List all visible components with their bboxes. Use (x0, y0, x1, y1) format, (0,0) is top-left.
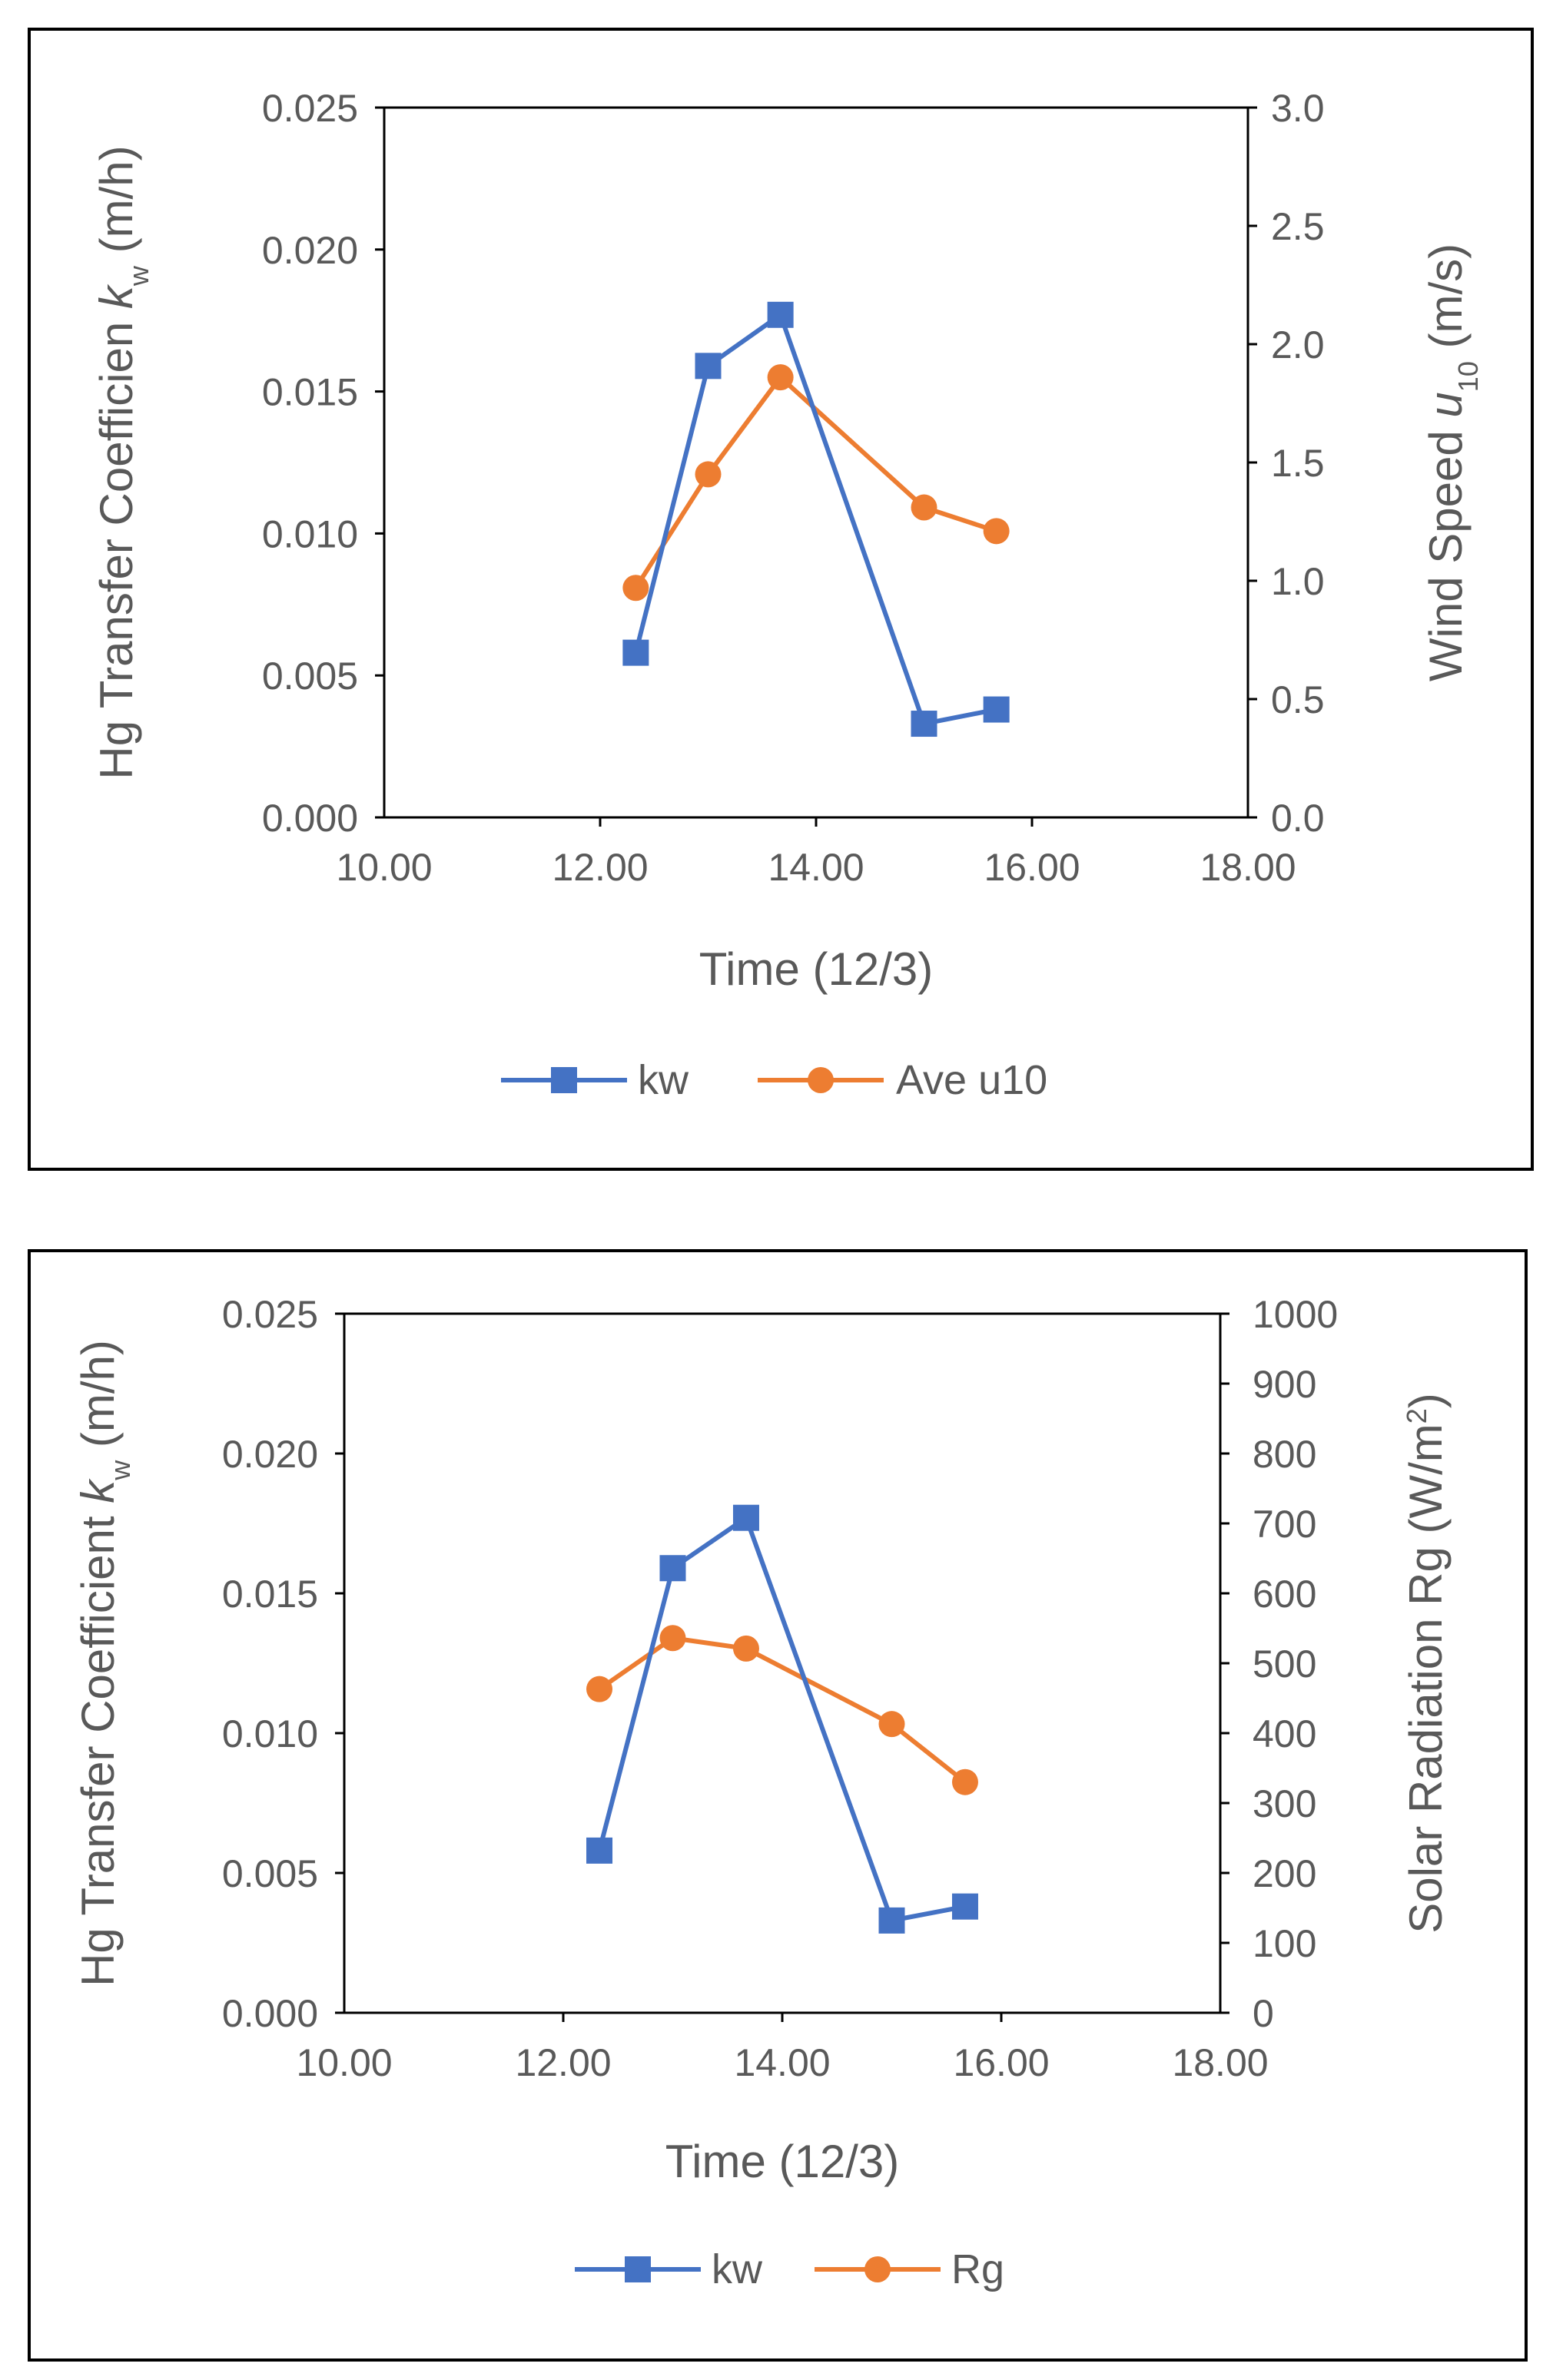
left-tick-label: 0.005 (222, 1852, 318, 1895)
legend-marker (625, 2256, 651, 2282)
right-tick-label: 200 (1253, 1852, 1316, 1895)
legend-label: Rg (951, 2246, 1004, 2292)
data-point-kw (767, 301, 794, 328)
plot-area (383, 106, 1249, 819)
x-axis-label: Time (12/3) (665, 2136, 900, 2187)
right-tick-label: 700 (1253, 1503, 1316, 1546)
series-kw (586, 1504, 978, 1934)
series-line-kw (633, 312, 997, 727)
left-tick-label: 0.010 (262, 512, 358, 555)
data-point-rg (586, 1676, 613, 1702)
left-axis-label: Hg Transfer Coefficien kw (m/h) (91, 145, 154, 779)
legend-marker (808, 1067, 834, 1093)
x-tick-label: 14.00 (768, 846, 864, 889)
right-tick-label: 600 (1253, 1573, 1316, 1616)
series-kw (622, 301, 1010, 738)
data-point-kw (878, 1907, 905, 1934)
right-tick-label: 2.5 (1271, 205, 1325, 248)
chart-panel-solar-radiation: 10.00 12.00 14.00 16.00 18.00 0.000 0.005 0.010… (28, 1249, 1528, 2362)
left-tick-label: 0.010 (222, 1712, 318, 1755)
left-tick-label: 0.000 (222, 1992, 318, 2035)
data-point-kw (659, 1555, 686, 1582)
x-tick-label: 16.00 (984, 846, 1080, 889)
x-tick-label: 12.00 (515, 2041, 611, 2084)
data-point-ave-u10 (911, 494, 937, 521)
right-tick-label: 0 (1253, 1992, 1274, 2035)
right-tick-label: 0.5 (1271, 678, 1325, 721)
legend-label: Ave u10 (896, 1057, 1047, 1103)
x-tick-label: 18.00 (1172, 2041, 1268, 2084)
legend-marker (551, 1067, 577, 1093)
plot-area (343, 1312, 1222, 2014)
right-tick-label: 300 (1253, 1782, 1316, 1825)
right-tick-label: 3.0 (1271, 87, 1325, 130)
legend-marker (864, 2256, 891, 2282)
right-tick-label: 100 (1253, 1922, 1316, 1965)
left-axis-label: Hg Transfer Coefficient kw (m/h) (72, 1340, 136, 1987)
right-tick-label: 800 (1253, 1433, 1316, 1476)
right-axis-label: Solar Radiation Rg (W/m2) (1400, 1393, 1452, 1934)
data-point-rg (951, 1768, 978, 1795)
data-point-rg (732, 1635, 759, 1662)
series-line-rg (598, 1636, 967, 1785)
left-tick-label: 0.005 (262, 655, 358, 698)
right-tick-label: 1000 (1253, 1293, 1338, 1336)
right-tick-label: 2.0 (1271, 323, 1325, 366)
series-line-ave-u10 (633, 375, 997, 589)
series-ave-u10 (622, 364, 1010, 602)
series-line-kw (597, 1515, 966, 1923)
data-point-kw (983, 696, 1010, 723)
data-point-ave-u10 (622, 575, 649, 602)
legend-label: kw (712, 2246, 763, 2292)
data-point-ave-u10 (983, 518, 1010, 545)
right-tick-label: 900 (1253, 1363, 1316, 1406)
left-tick-label: 0.025 (262, 87, 358, 130)
x-tick-label: 10.00 (296, 2041, 392, 2084)
data-point-kw (911, 711, 937, 738)
x-axis-label: Time (12/3) (699, 943, 934, 995)
x-tick-label: 16.00 (953, 2041, 1049, 2084)
data-point-ave-u10 (695, 461, 722, 488)
data-point-kw (695, 353, 722, 380)
left-tick-label: 0.000 (262, 797, 358, 840)
right-tick-label: 0.0 (1271, 797, 1325, 840)
right-tick-label: 400 (1253, 1712, 1316, 1755)
data-point-kw (586, 1837, 613, 1864)
x-tick-label: 14.00 (734, 2041, 830, 2084)
left-tick-label: 0.020 (262, 229, 358, 272)
legend: kw Ave u10 (501, 1057, 1047, 1103)
legend: kw Rg (575, 2246, 1004, 2292)
left-tick-label: 0.020 (222, 1433, 318, 1476)
chart-solar-radiation: 10.00 12.00 14.00 16.00 18.00 0.000 0.005 0.010… (72, 1293, 1452, 2292)
x-tick-label: 10.00 (336, 846, 432, 889)
data-point-rg (878, 1711, 905, 1738)
right-tick-label: 500 (1253, 1642, 1316, 1686)
data-point-kw (732, 1504, 759, 1531)
legend-label: kw (638, 1057, 689, 1103)
left-tick-label: 0.015 (222, 1573, 318, 1616)
x-tick-label: 12.00 (552, 846, 648, 889)
right-tick-label: 1.5 (1271, 442, 1325, 485)
right-axis-label: Wind Speed u10 (m/s) (1420, 244, 1484, 681)
chart-panel-wind-speed: 10.00 12.00 14.00 16.00 18.00 0.000 0.005 0.010… (28, 28, 1534, 1171)
chart-wind-speed: 10.00 12.00 14.00 16.00 18.00 0.000 0.005 0.010… (91, 87, 1484, 1103)
data-point-ave-u10 (767, 364, 794, 391)
left-tick-label: 0.015 (262, 371, 358, 414)
series-rg (586, 1625, 978, 1795)
data-point-kw (951, 1893, 978, 1920)
x-tick-label: 18.00 (1200, 846, 1296, 889)
left-tick-label: 0.025 (222, 1293, 318, 1336)
data-point-kw (622, 639, 649, 666)
data-point-rg (659, 1625, 686, 1652)
right-tick-label: 1.0 (1271, 560, 1325, 603)
